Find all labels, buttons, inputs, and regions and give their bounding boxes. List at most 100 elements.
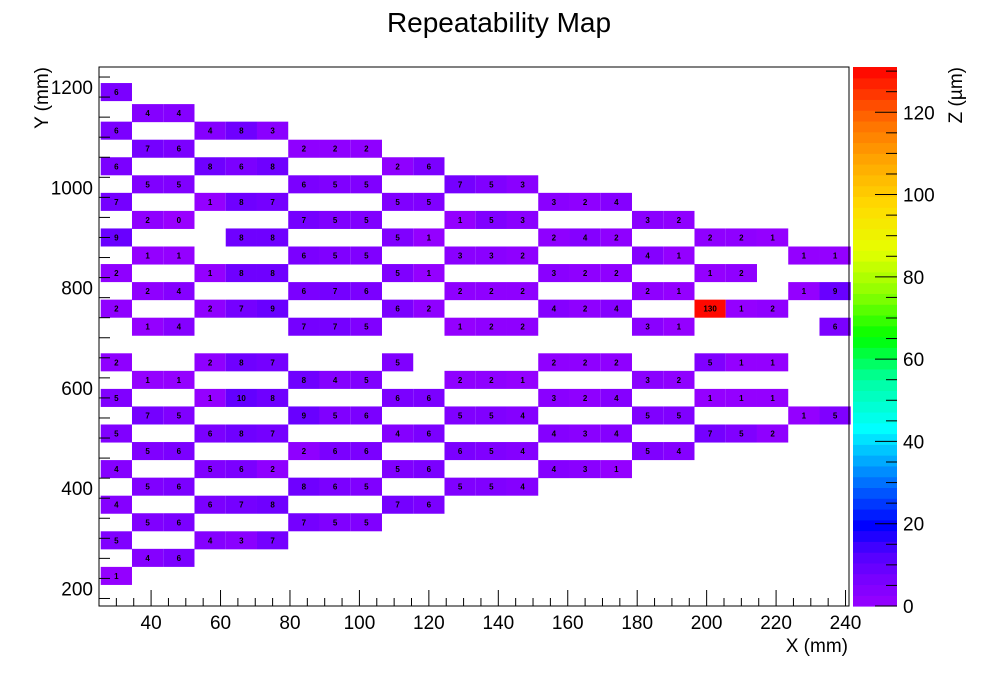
heatmap-cell [631, 370, 664, 389]
cell-value-label: 2 [114, 269, 119, 278]
heatmap-cell [288, 210, 320, 229]
colorbar-band [853, 131, 897, 144]
heatmap-cell [475, 477, 507, 496]
heatmap-cell [288, 513, 320, 532]
cell-value-label: 4 [145, 554, 150, 563]
y-axis-title: Y (mm) [32, 67, 53, 129]
cell-value-label: 1 [802, 411, 807, 420]
heatmap-cell [413, 299, 445, 318]
heatmap-cell [413, 264, 445, 283]
heatmap-cell [569, 460, 601, 479]
heatmap-cell [131, 406, 164, 425]
heatmap-cell [194, 121, 226, 140]
heatmap-cell [538, 299, 570, 318]
colorbar-band [853, 552, 897, 564]
cell-value-label: 8 [239, 430, 244, 439]
cell-value-label: 2 [739, 269, 744, 278]
colorbar-band [853, 433, 897, 445]
cell-value-label: 3 [645, 216, 650, 225]
cell-value-label: 6 [833, 323, 838, 332]
cell-value-label: 3 [239, 536, 244, 545]
colorbar-band [853, 519, 897, 532]
cell-value-label: 7 [302, 216, 307, 225]
heatmap-cell [725, 353, 757, 372]
colorbar-band [853, 120, 897, 133]
heatmap-cell [413, 424, 445, 443]
cell-value-label: 7 [270, 430, 275, 439]
cell-value-label: 6 [302, 287, 307, 296]
heatmap-cell [694, 388, 726, 407]
heatmap-cell [319, 175, 351, 194]
cell-value-label: 2 [364, 145, 369, 154]
heatmap-cell [506, 442, 539, 461]
heatmap-cell [663, 246, 695, 265]
cell-value-label: 6 [427, 162, 432, 171]
x-tick-label: 80 [279, 613, 300, 634]
x-tick-label: 160 [552, 613, 584, 634]
heatmap-cell [131, 246, 164, 265]
cell-value-label: 9 [114, 233, 119, 242]
cell-value-label: 5 [145, 447, 150, 456]
cell-value-label: 5 [489, 216, 494, 225]
cell-value-label: 1 [114, 572, 119, 581]
cell-value-label: 3 [552, 394, 557, 403]
heatmap-cell [288, 139, 320, 158]
colorbar-band [853, 358, 897, 370]
heatmap-cell [600, 388, 632, 407]
heatmap-cell [819, 406, 851, 425]
cell-value-label: 6 [177, 145, 182, 154]
heatmap-cell [569, 353, 601, 372]
cell-value-label: 2 [583, 358, 588, 367]
heatmap-cell [506, 282, 539, 301]
heatmap-cell [163, 317, 195, 336]
heatmap-cell [225, 264, 257, 283]
cell-value-label: 1 [208, 198, 213, 207]
cell-value-label: 2 [520, 252, 525, 261]
heatmap-cell [100, 83, 132, 102]
colorbar-band [853, 476, 897, 489]
cell-value-label: 4 [177, 287, 182, 296]
cell-value-label: 5 [395, 269, 400, 278]
heatmap-cell [256, 460, 289, 479]
cell-value-label: 3 [270, 127, 275, 136]
cell-value-label: 5 [739, 430, 744, 439]
heatmap-cell [725, 424, 757, 443]
heatmap-cell [256, 192, 289, 211]
heatmap-cell [131, 513, 164, 532]
heatmap-cell [319, 317, 351, 336]
heatmap-cell [631, 442, 664, 461]
cell-value-label: 1 [677, 252, 682, 261]
heatmap-cell [350, 513, 382, 532]
colorbar-band [853, 595, 897, 607]
heatmap-cell [131, 282, 164, 301]
cell-value-label: 5 [364, 180, 369, 189]
heatmap-cell [194, 299, 226, 318]
heatmap-cell [256, 495, 289, 514]
cell-value-label: 2 [583, 305, 588, 314]
heatmap-cell [100, 299, 132, 318]
heatmap-cell [194, 388, 226, 407]
heatmap-cell [475, 406, 507, 425]
plot-frame [98, 66, 850, 607]
cell-value-label: 9 [833, 287, 838, 296]
heatmap-cell [131, 104, 164, 123]
heatmap-cell [694, 228, 726, 247]
heatmap-cell [600, 299, 632, 318]
cell-value-label: 10 [237, 394, 246, 403]
cell-value-label: 5 [114, 394, 119, 403]
z-tick-label: 120 [903, 103, 935, 124]
heatmap-cell [381, 228, 414, 247]
cell-value-label: 2 [770, 305, 775, 314]
cell-value-label: 7 [239, 305, 244, 314]
heatmap-cell [788, 246, 820, 265]
heatmap-cell [538, 388, 570, 407]
cell-value-label: 1 [770, 394, 775, 403]
cell-value-label: 2 [458, 376, 463, 385]
cell-value-label: 8 [270, 269, 275, 278]
heatmap-cell [538, 264, 570, 283]
cell-value-label: 1 [177, 252, 182, 261]
cell-value-label: 8 [302, 376, 307, 385]
heatmap-cell [694, 424, 726, 443]
cell-value-label: 2 [114, 305, 119, 314]
